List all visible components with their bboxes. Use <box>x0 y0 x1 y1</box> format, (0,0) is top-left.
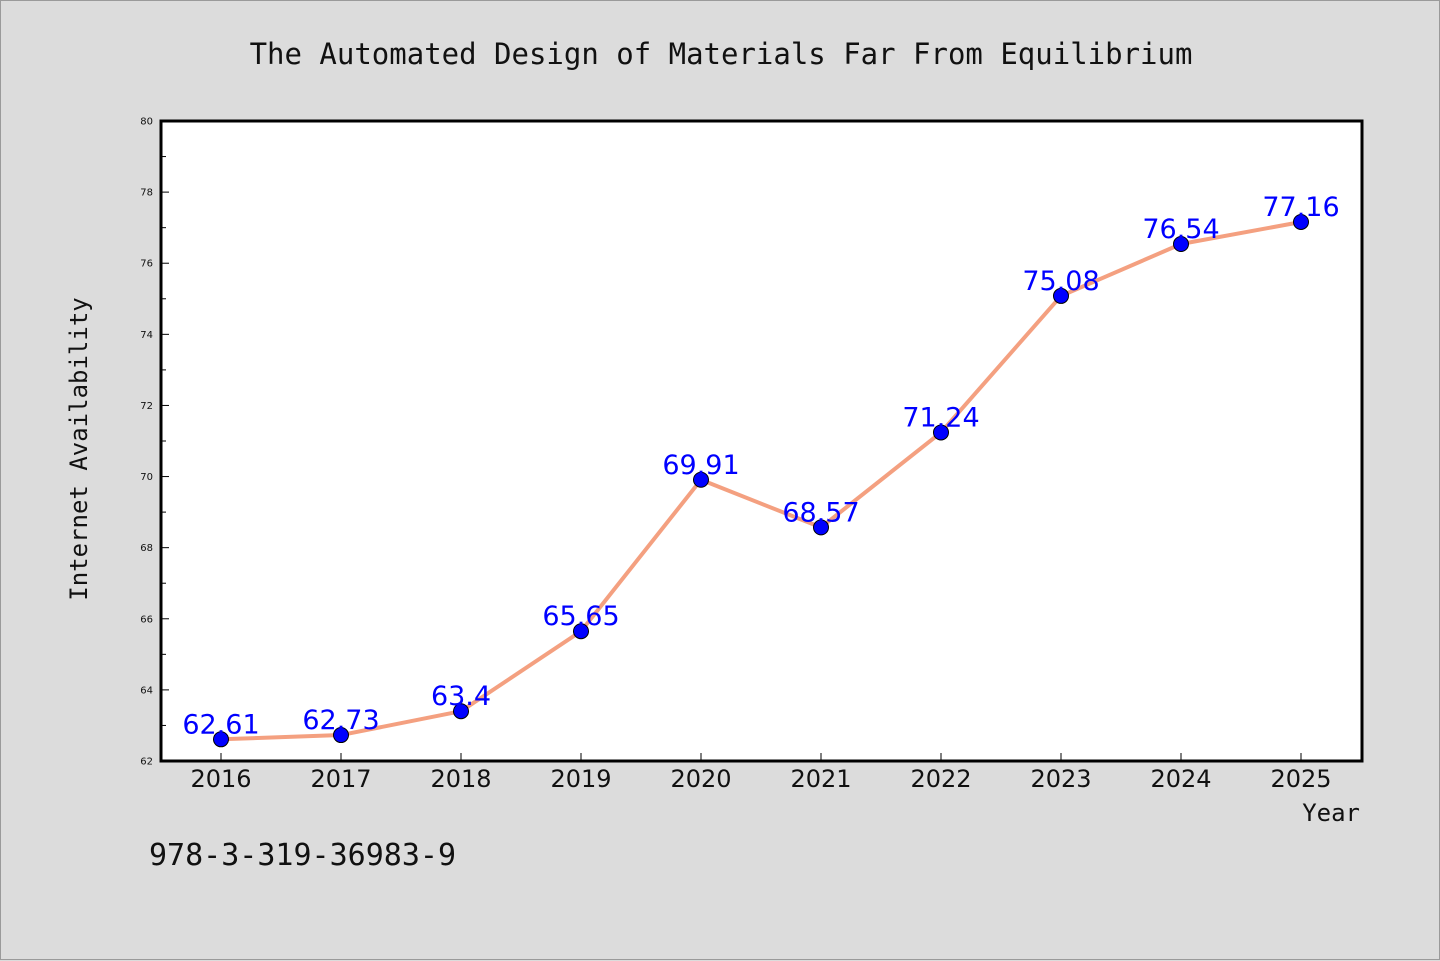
data-point <box>453 703 469 720</box>
x-tick-label: 2018 <box>430 765 491 793</box>
data-label: 62.73 <box>302 705 379 736</box>
data-label: 63.4 <box>431 681 491 712</box>
x-tick-label: 2016 <box>190 765 251 793</box>
series-markers <box>213 213 1309 748</box>
x-axis-ticks: 2016 2017 2018 2019 2020 2021 2022 2023 2024 2025 <box>190 753 1332 793</box>
data-label: 68.57 <box>782 497 859 528</box>
data-point <box>1173 236 1189 253</box>
isbn-text: 978-3-319-36983-9 <box>149 838 456 873</box>
x-tick-label: 2021 <box>790 765 851 793</box>
data-label: 65.65 <box>542 601 619 632</box>
y-tick-label: 78 <box>140 188 153 199</box>
data-point <box>1053 287 1069 304</box>
data-point <box>933 424 949 441</box>
data-label: 75.08 <box>1022 266 1099 297</box>
y-tick-label: 62 <box>140 757 153 768</box>
series-line <box>219 219 1303 742</box>
data-point <box>213 731 229 748</box>
x-tick-label: 2019 <box>550 765 611 793</box>
y-tick-label: 80 <box>140 117 153 128</box>
y-tick-label: 66 <box>140 614 153 625</box>
x-tick-label: 2025 <box>1270 765 1331 793</box>
y-tick-label: 64 <box>140 685 153 696</box>
x-axis-label: Year <box>1302 799 1360 827</box>
y-tick-label: 72 <box>140 401 153 412</box>
y-axis-label: Internet Availability <box>65 297 93 600</box>
data-point <box>813 519 829 536</box>
data-labels: 62.61 62.73 63.4 65.65 69.91 68.57 71.24 75.08 7… <box>182 192 1339 740</box>
chart-title: The Automated Design of Materials Far Fr… <box>250 37 1193 71</box>
y-axis-ticks: 62 64 66 68 70 72 74 76 78 80 <box>140 117 169 768</box>
data-point <box>1293 213 1309 230</box>
data-point <box>573 623 589 640</box>
y-tick-label: 74 <box>140 330 153 341</box>
data-label: 69.91 <box>662 450 739 481</box>
x-tick-label: 2017 <box>310 765 371 793</box>
x-tick-label: 2022 <box>910 765 971 793</box>
data-point <box>693 471 709 488</box>
y-tick-label: 70 <box>140 472 153 483</box>
data-label: 62.61 <box>182 709 259 740</box>
y-tick-label: 68 <box>140 543 153 554</box>
x-tick-label: 2020 <box>670 765 731 793</box>
data-point <box>333 727 349 744</box>
plot-area <box>159 119 1364 763</box>
y-tick-label: 76 <box>140 259 153 270</box>
x-tick-label: 2023 <box>1030 765 1091 793</box>
data-label: 71.24 <box>902 402 979 433</box>
data-label: 77.16 <box>1262 192 1339 223</box>
data-label: 76.54 <box>1142 214 1219 245</box>
x-tick-label: 2024 <box>1150 765 1211 793</box>
